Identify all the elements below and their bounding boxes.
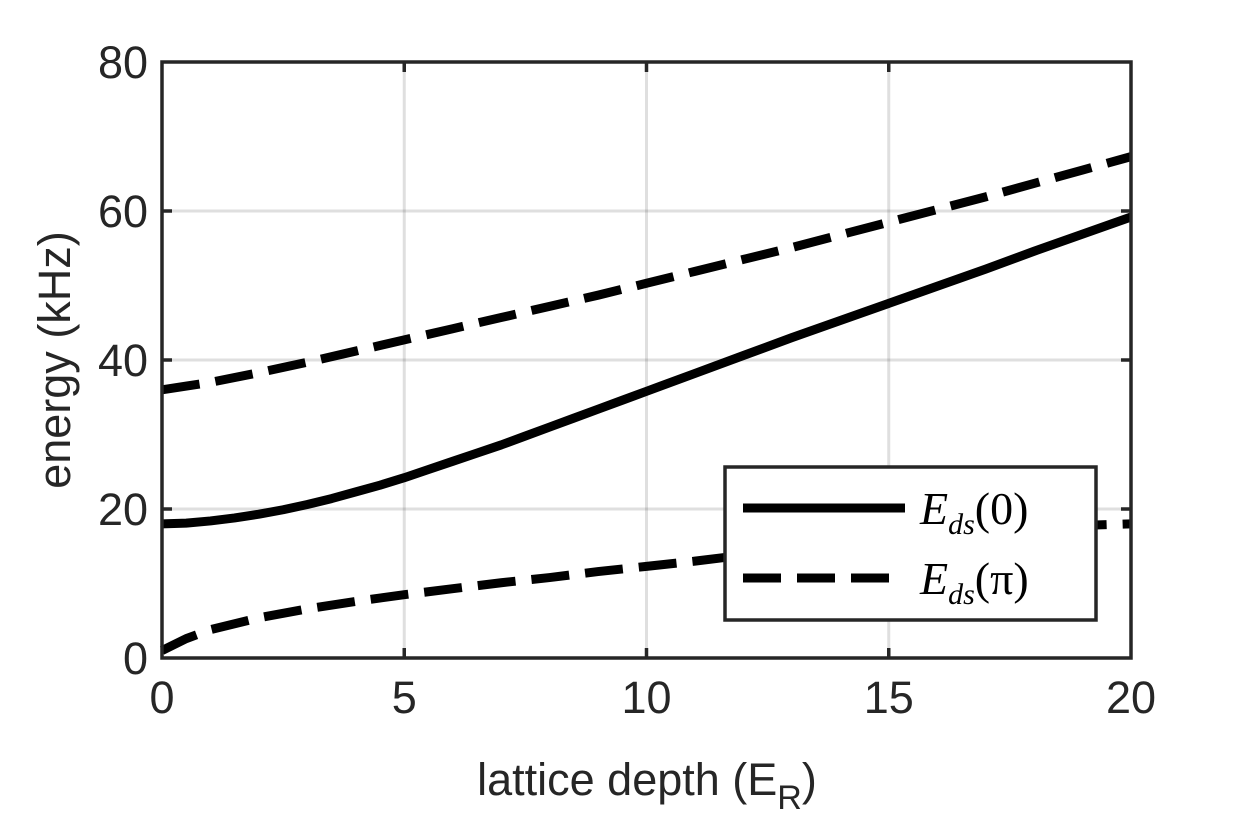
legend: Eds(0) Eds(π): [723, 465, 1098, 622]
series-line-1-branch-1: [161, 212, 1133, 529]
y-tick-label: 0: [123, 633, 148, 684]
y-axis-label: energy (kHz): [29, 231, 80, 489]
x-axis-label: lattice depth (ER): [477, 754, 817, 817]
legend-label-series-2: Eds(π): [919, 553, 1029, 611]
y-tick-label: 60: [98, 186, 148, 237]
grid-lines: [162, 62, 1131, 658]
x-tick-label: 10: [621, 672, 671, 723]
y-tick-label: 40: [98, 335, 148, 386]
axes: [160, 60, 1133, 660]
x-tick-label: 20: [1106, 672, 1156, 723]
x-tick-label: 0: [149, 672, 174, 723]
y-tick-label: 80: [98, 37, 148, 88]
x-tick-label: 5: [392, 672, 417, 723]
y-tick-label: 20: [98, 484, 148, 535]
x-tick-label: 15: [864, 672, 914, 723]
series-line-2-branch-1: [161, 152, 1133, 395]
legend-box: [723, 465, 1098, 622]
legend-label-series-1: Eds(0): [919, 483, 1028, 541]
tick-labels: 0 5 10 15 20 0 20 40 60 80: [98, 37, 1156, 723]
